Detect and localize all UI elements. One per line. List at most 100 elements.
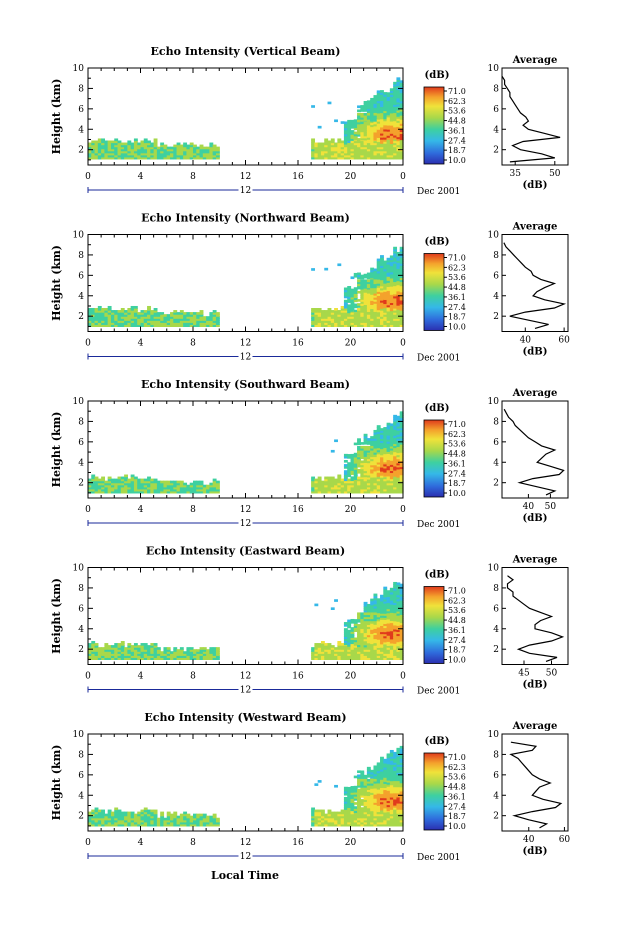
heatmap-cell	[110, 653, 115, 656]
heatmap-cell	[370, 633, 375, 636]
heatmap-cell	[357, 809, 361, 813]
heatmap-cell	[189, 142, 194, 146]
heatmap-cell	[353, 322, 358, 325]
heatmap-cell	[373, 112, 378, 116]
heatmap-cell	[124, 649, 128, 652]
heatmap-cell	[363, 482, 368, 486]
heatmap-cell	[343, 624, 348, 627]
heatmap-cell	[133, 817, 138, 821]
heatmap-cell	[380, 615, 384, 618]
heatmap-cell	[166, 655, 171, 658]
heatmap-cell	[393, 618, 398, 622]
heatmap-cell	[170, 148, 174, 152]
heatmap-cell	[380, 478, 384, 482]
heatmap-cell	[360, 643, 365, 646]
heatmap-cell	[202, 148, 207, 152]
heatmap-cell	[370, 618, 375, 622]
heatmap-cell	[173, 152, 178, 156]
heatmap-cell	[399, 448, 404, 451]
heatmap-cell	[97, 657, 102, 660]
heatmap-cell	[114, 154, 119, 158]
heatmap-cell	[393, 758, 398, 761]
heatmap-cell	[389, 156, 394, 160]
heatmap-cell	[324, 821, 329, 825]
heatmap-cell	[383, 482, 388, 486]
heatmap-cell	[110, 142, 115, 146]
heatmap-cell	[343, 638, 348, 642]
heatmap-cell	[350, 639, 355, 643]
heatmap-cell	[366, 772, 371, 776]
heatmap-cell	[380, 114, 384, 118]
heatmap-cell	[110, 150, 115, 154]
heatmap-cell	[107, 324, 112, 327]
heatmap-cell	[363, 620, 368, 623]
heatmap-cell	[337, 490, 342, 494]
heatmap-cell	[347, 488, 352, 492]
heatmap-cell	[366, 819, 371, 823]
heatmap-cell	[399, 90, 404, 94]
colorbar-tick-label: 62.3	[448, 430, 466, 439]
heatmap-cell	[373, 309, 378, 312]
heatmap-cell	[327, 649, 332, 652]
heatmap-cell	[153, 318, 158, 321]
heatmap-cell	[399, 606, 404, 609]
heatmap-cell	[107, 152, 112, 156]
heatmap-cell	[399, 316, 404, 319]
heatmap-cell	[386, 122, 391, 126]
heatmap-cell	[91, 316, 96, 319]
heatmap-cell	[376, 815, 381, 819]
heatmap-cell	[173, 480, 178, 484]
heatmap-cell	[124, 156, 128, 160]
heatmap-cell	[360, 454, 365, 457]
heatmap-cell	[202, 653, 207, 656]
heatmap-cell	[350, 453, 355, 457]
heatmap-cell	[383, 789, 388, 793]
heatmap-cell	[393, 297, 398, 301]
heatmap-cell	[88, 653, 92, 656]
heatmap-cell	[373, 447, 378, 451]
heatmap-cell	[366, 133, 371, 136]
heatmap-cell	[357, 770, 361, 774]
heatmap-cell	[373, 312, 378, 315]
heatmap-cell	[383, 139, 388, 142]
heatmap-cell	[363, 610, 368, 613]
heatmap-cell	[399, 306, 404, 309]
heatmap-cell	[383, 596, 388, 600]
heatmap-cell	[334, 649, 338, 652]
heatmap-cell	[373, 283, 378, 287]
heatmap-cell	[357, 640, 361, 644]
heatmap-cell	[380, 440, 384, 444]
heatmap-cell	[396, 288, 401, 292]
heatmap-cell	[357, 279, 361, 283]
heatmap-cell	[389, 462, 394, 465]
heatmap-cell	[373, 815, 378, 819]
heatmap-cell	[366, 766, 371, 770]
heatmap-cell	[396, 647, 401, 650]
heatmap-cell	[396, 417, 401, 421]
heatmap-cell	[153, 310, 158, 313]
heatmap-cell	[320, 480, 325, 484]
heatmap-cell	[337, 657, 342, 660]
heatmap-cell	[360, 478, 365, 482]
heatmap-cell	[101, 148, 106, 152]
heatmap-cell	[337, 318, 342, 321]
heatmap-cell	[347, 464, 352, 467]
heatmap-cell	[130, 312, 135, 315]
heatmap-cell	[150, 316, 155, 319]
heatmap-cell	[363, 437, 368, 441]
heatmap-cell	[97, 653, 102, 656]
heatmap-cell	[107, 482, 112, 486]
heatmap-cell	[380, 627, 384, 631]
heatmap-cell	[389, 642, 394, 646]
heatmap-cell	[393, 96, 398, 99]
heatmap-cell	[193, 490, 197, 494]
heatmap-cell	[107, 480, 112, 484]
heatmap-cell	[320, 490, 325, 494]
heatmap-cell	[311, 152, 316, 156]
heatmap-cell	[380, 795, 384, 799]
x-tick-label: 0	[85, 505, 91, 515]
heatmap-cell	[393, 443, 398, 447]
heatmap-cell	[127, 144, 132, 148]
heatmap-cell	[347, 653, 352, 656]
heatmap-cell	[396, 270, 401, 274]
